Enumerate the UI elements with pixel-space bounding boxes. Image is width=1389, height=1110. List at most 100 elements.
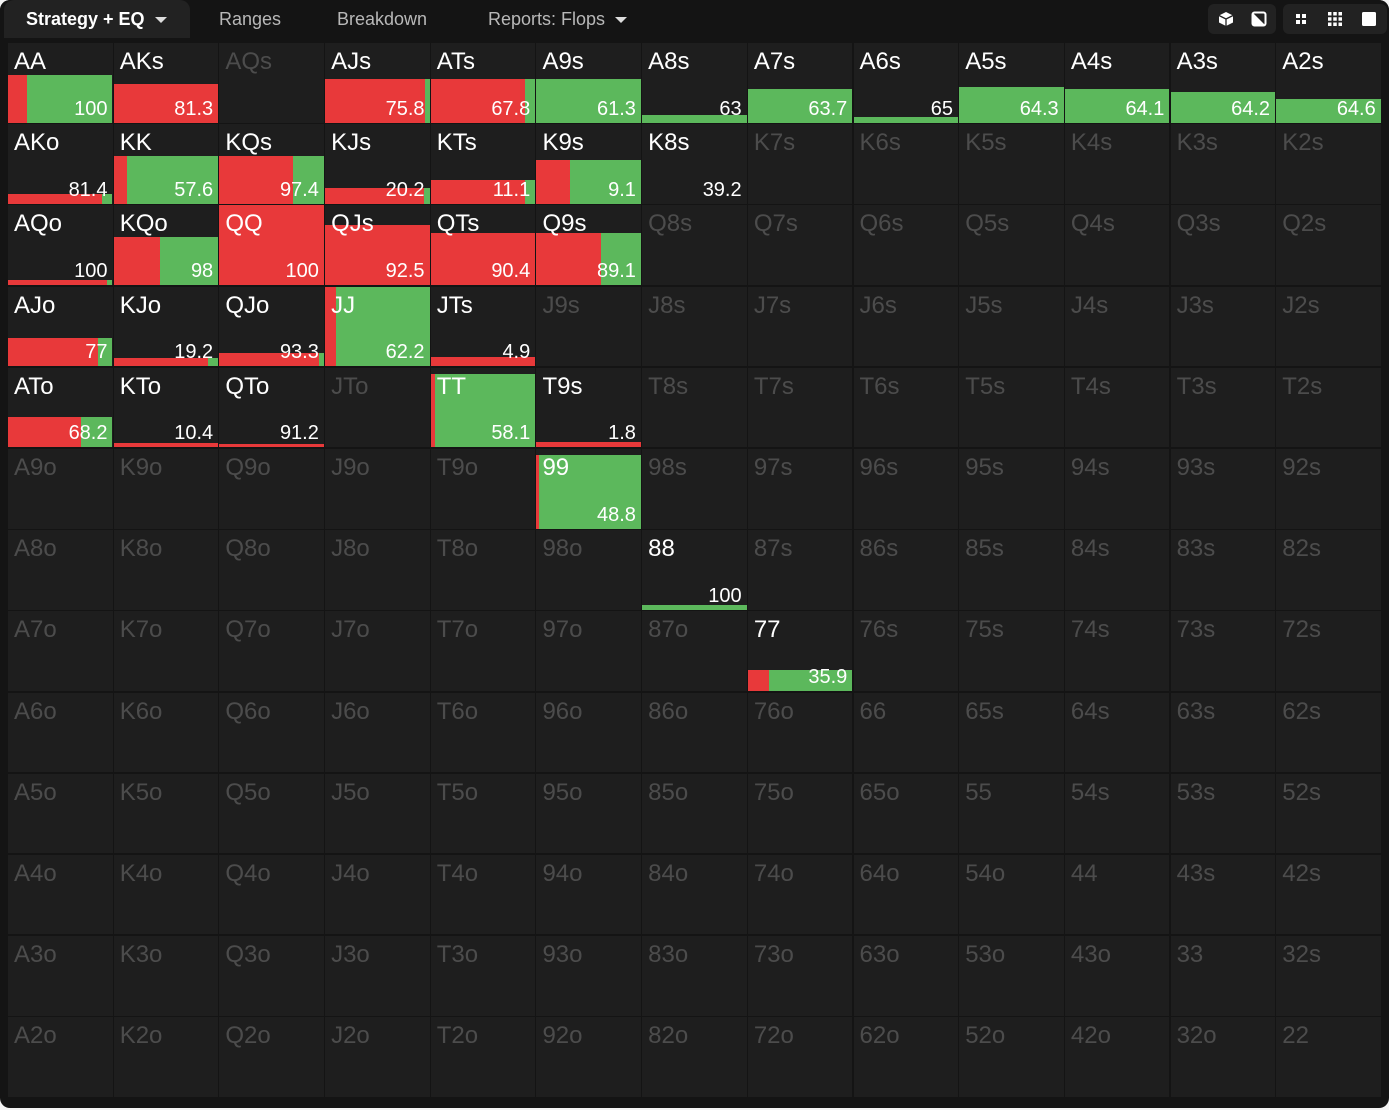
hand-cell-A4o[interactable]: A4o <box>8 854 113 935</box>
hand-cell-KJo[interactable]: KJo 19.2 <box>113 286 219 367</box>
hand-cell-AA[interactable]: AA 100 <box>8 43 113 123</box>
hand-cell-Q3s[interactable]: Q3s <box>1170 205 1276 285</box>
hand-cell-T8o[interactable]: T8o <box>430 530 536 610</box>
hand-cell-T4s[interactable]: T4s <box>1064 367 1170 448</box>
hand-cell-K7o[interactable]: K7o <box>113 611 219 691</box>
hand-cell-94s[interactable]: 94s <box>1064 448 1170 529</box>
hand-cell-85s[interactable]: 85s <box>959 530 1064 610</box>
hand-cell-98s[interactable]: 98s <box>642 448 747 529</box>
tab-breakdown[interactable]: Breakdown <box>315 0 449 38</box>
hand-cell-Q8o[interactable]: Q8o <box>219 530 324 610</box>
hand-cell-K3o[interactable]: K3o <box>113 936 219 1016</box>
hand-cell-K4s[interactable]: K4s <box>1064 124 1170 204</box>
hand-cell-83o[interactable]: 83o <box>642 936 747 1016</box>
hand-cell-32s[interactable]: 32s <box>1276 936 1381 1016</box>
hand-cell-KJs[interactable]: KJs 20.2 <box>325 124 430 204</box>
hand-cell-QTs[interactable]: QTs 90.4 <box>430 205 536 285</box>
hand-cell-K3s[interactable]: K3s <box>1170 124 1276 204</box>
hand-cell-A7o[interactable]: A7o <box>8 611 113 691</box>
hand-cell-42o[interactable]: 42o <box>1064 1017 1170 1097</box>
hand-cell-95o[interactable]: 95o <box>536 773 641 854</box>
hand-cell-T3s[interactable]: T3s <box>1170 367 1276 448</box>
hand-cell-A2s[interactable]: A2s 64.6 <box>1276 43 1381 123</box>
hand-cell-Q7o[interactable]: Q7o <box>219 611 324 691</box>
hand-cell-84o[interactable]: 84o <box>642 854 747 935</box>
hand-cell-A4s[interactable]: A4s 64.1 <box>1064 43 1170 123</box>
hand-cell-J5s[interactable]: J5s <box>959 286 1064 367</box>
hand-cell-ATs[interactable]: ATs 67.8 <box>430 43 536 123</box>
hand-cell-52o[interactable]: 52o <box>959 1017 1064 1097</box>
hand-cell-T3o[interactable]: T3o <box>430 936 536 1016</box>
hand-cell-AQo[interactable]: AQo 100 <box>8 205 113 285</box>
hand-cell-JTo[interactable]: JTo <box>325 367 430 448</box>
hand-cell-96o[interactable]: 96o <box>536 692 641 773</box>
hand-cell-JJ[interactable]: JJ 62.2 <box>325 286 430 367</box>
hand-cell-KTs[interactable]: KTs 11.1 <box>430 124 536 204</box>
hand-cell-65s[interactable]: 65s <box>959 692 1064 773</box>
hand-cell-74s[interactable]: 74s <box>1064 611 1170 691</box>
hand-cell-22[interactable]: 22 <box>1276 1017 1381 1097</box>
hand-cell-T8s[interactable]: T8s <box>642 367 747 448</box>
hand-cell-AJo[interactable]: AJo 77 <box>8 286 113 367</box>
hand-cell-62o[interactable]: 62o <box>853 1017 958 1097</box>
hand-cell-Q2o[interactable]: Q2o <box>219 1017 324 1097</box>
hand-cell-63s[interactable]: 63s <box>1170 692 1276 773</box>
hand-cell-J9s[interactable]: J9s <box>536 286 641 367</box>
hand-cell-43s[interactable]: 43s <box>1170 854 1276 935</box>
hand-cell-55[interactable]: 55 <box>959 773 1064 854</box>
hand-cell-87s[interactable]: 87s <box>747 530 853 610</box>
hand-cell-64s[interactable]: 64s <box>1064 692 1170 773</box>
hand-cell-K9s[interactable]: K9s 9.1 <box>536 124 641 204</box>
hand-cell-Q6o[interactable]: Q6o <box>219 692 324 773</box>
hand-cell-J7s[interactable]: J7s <box>747 286 853 367</box>
hand-cell-Q4o[interactable]: Q4o <box>219 854 324 935</box>
hand-cell-92s[interactable]: 92s <box>1276 448 1381 529</box>
hand-cell-KK[interactable]: KK 57.6 <box>113 124 219 204</box>
hand-cell-QJo[interactable]: QJo 93.3 <box>219 286 324 367</box>
hand-cell-33[interactable]: 33 <box>1170 936 1276 1016</box>
hand-cell-J2s[interactable]: J2s <box>1276 286 1381 367</box>
hand-cell-T2o[interactable]: T2o <box>430 1017 536 1097</box>
hand-cell-77[interactable]: 77 35.9 <box>747 611 853 691</box>
hand-cell-A9o[interactable]: A9o <box>8 448 113 529</box>
hand-cell-52s[interactable]: 52s <box>1276 773 1381 854</box>
hand-cell-T9s[interactable]: T9s 1.8 <box>536 367 641 448</box>
hand-cell-54s[interactable]: 54s <box>1064 773 1170 854</box>
hand-cell-JTs[interactable]: JTs 4.9 <box>430 286 536 367</box>
hand-cell-J9o[interactable]: J9o <box>325 448 430 529</box>
hand-cell-97o[interactable]: 97o <box>536 611 641 691</box>
hand-cell-AKo[interactable]: AKo 81.4 <box>8 124 113 204</box>
hand-cell-A9s[interactable]: A9s 61.3 <box>536 43 641 123</box>
hand-cell-T7s[interactable]: T7s <box>747 367 853 448</box>
hand-cell-44[interactable]: 44 <box>1064 854 1170 935</box>
contrast-icon[interactable] <box>1243 4 1275 34</box>
hand-cell-A6o[interactable]: A6o <box>8 692 113 773</box>
hand-cell-73o[interactable]: 73o <box>747 936 853 1016</box>
hand-cell-KQo[interactable]: KQo 98 <box>113 205 219 285</box>
hand-cell-T5s[interactable]: T5s <box>959 367 1064 448</box>
hand-cell-A6s[interactable]: A6s 65 <box>853 43 958 123</box>
hand-cell-J5o[interactable]: J5o <box>325 773 430 854</box>
hand-cell-QQ[interactable]: QQ 100 <box>219 205 324 285</box>
hand-cell-32o[interactable]: 32o <box>1170 1017 1276 1097</box>
hand-cell-K2o[interactable]: K2o <box>113 1017 219 1097</box>
hand-cell-65o[interactable]: 65o <box>853 773 958 854</box>
hand-cell-87o[interactable]: 87o <box>642 611 747 691</box>
hand-cell-KQs[interactable]: KQs 97.4 <box>219 124 324 204</box>
hand-cell-75s[interactable]: 75s <box>959 611 1064 691</box>
grid-icon[interactable] <box>1319 4 1351 34</box>
hand-cell-86o[interactable]: 86o <box>642 692 747 773</box>
hand-cell-93s[interactable]: 93s <box>1170 448 1276 529</box>
hand-cell-KTo[interactable]: KTo 10.4 <box>113 367 219 448</box>
hand-cell-A7s[interactable]: A7s 63.7 <box>747 43 853 123</box>
tab-reports-flops[interactable]: Reports: Flops <box>466 0 649 38</box>
hand-cell-73s[interactable]: 73s <box>1170 611 1276 691</box>
hand-cell-43o[interactable]: 43o <box>1064 936 1170 1016</box>
hand-cell-AJs[interactable]: AJs 75.8 <box>325 43 430 123</box>
hand-cell-82s[interactable]: 82s <box>1276 530 1381 610</box>
hand-cell-42s[interactable]: 42s <box>1276 854 1381 935</box>
hand-cell-K8s[interactable]: K8s 39.2 <box>642 124 747 204</box>
hand-cell-K9o[interactable]: K9o <box>113 448 219 529</box>
hand-cell-72o[interactable]: 72o <box>747 1017 853 1097</box>
hand-cell-A8o[interactable]: A8o <box>8 530 113 610</box>
